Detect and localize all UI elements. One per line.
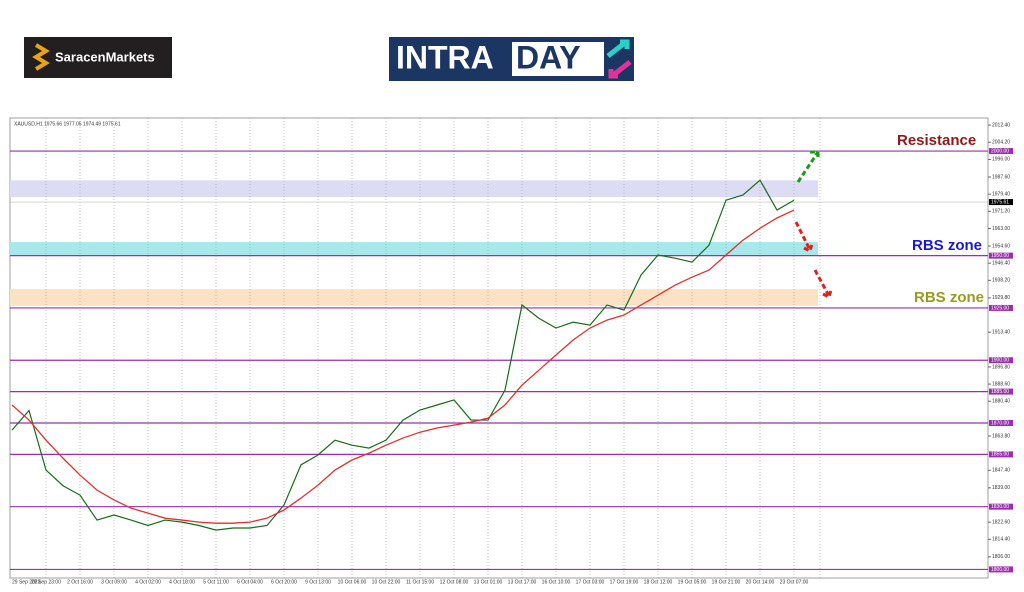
zone [10,180,818,198]
y-tick-label: 1963.00 [992,226,1010,232]
arrow-down [813,269,833,300]
level-tag [989,148,1013,155]
x-tick-label: 17 Oct 03:00 [576,579,605,585]
level-label: 1900.00 [991,358,1009,364]
brand-logo [24,37,172,78]
y-tick-label: 1839.00 [992,485,1010,491]
price-line [11,179,795,531]
level-label: 1870.00 [991,420,1009,426]
level-tag [989,252,1013,259]
y-tick-label: 1880.40 [992,399,1010,405]
x-tick-label: 13 Oct 17:00 [508,579,537,585]
price-tag [989,199,1013,206]
x-tick-label: 23 Oct 07:00 [780,579,809,585]
banner-arrow [606,39,630,58]
x-tick-label: 6 Oct 04:00 [237,579,263,585]
level-tag [989,304,1013,311]
x-tick-label: 18 Oct 12:00 [644,579,673,585]
price-label: 1975.61 [991,199,1009,205]
banner-text: DAY [516,39,581,75]
y-tick-label: 1888.60 [992,381,1010,387]
x-tick-label: 4 Oct 02:00 [135,579,161,585]
x-tick-label: 10 Oct 06:00 [338,579,367,585]
y-tick-label: 1847.40 [992,468,1010,474]
level-tag [989,503,1013,510]
plot-frame [9,117,989,579]
y-tick-label: 1971.20 [992,209,1010,215]
banner-text: INTRA [396,39,494,75]
arrow-up [796,150,820,183]
banner-arrow [608,60,632,79]
y-tick-label: 1996.00 [992,157,1010,163]
zone [10,289,818,306]
x-tick-label: 2 Oct 16:00 [67,579,93,585]
x-tick-label: 19 Oct 05:00 [678,579,707,585]
x-tick-label: 4 Oct 18:00 [169,579,195,585]
x-tick-label: 19 Oct 21:00 [712,579,741,585]
x-tick-label: 10 Oct 22:00 [372,579,401,585]
y-tick-label: 1946.40 [992,261,1010,267]
x-tick-label: 11 Oct 15:00 [406,579,434,585]
level-tag [989,388,1013,395]
y-tick-label: 1979.40 [992,191,1010,197]
y-tick-label: 1814.40 [992,537,1010,543]
y-tick-label: 1806.00 [992,554,1010,560]
y-tick-label: 1913.40 [992,330,1010,336]
x-tick-label: 29 Sep 23:00 [31,579,61,585]
y-tick-label: 1822.60 [992,519,1010,525]
x-tick-label: 3 Oct 09:00 [101,579,127,585]
x-tick-label: 5 Oct 11:00 [203,579,229,585]
chart-title: XAUUSD,H1 1975.66 1977.05 1974.49 1975.6… [14,121,121,127]
x-tick-label: 16 Oct 10:00 [542,579,571,585]
brand-icon [32,43,50,71]
x-tick-label: 6 Oct 20:00 [271,579,297,585]
banner-box [512,42,604,76]
level-label: 1800.00 [991,567,1009,573]
x-tick-label: 13 Oct 01:00 [474,579,503,585]
brand-name: SaracenMarkets [55,49,155,64]
level-label: 1855.00 [991,452,1009,458]
y-tick-label: 2012.40 [992,122,1010,128]
y-tick-label: 1863.80 [992,433,1010,439]
level-tag [989,451,1013,458]
y-tick-label: 1896.80 [992,364,1010,370]
moving-average [11,209,795,524]
y-tick-label: 1938.20 [992,278,1010,284]
y-tick-label: 1954.60 [992,243,1010,249]
annotation: RBS zone [912,237,982,254]
level-label: 1830.00 [991,504,1009,510]
level-label: 2000.00 [991,148,1009,154]
level-label: 1950.00 [991,253,1009,259]
y-tick-label: 2004.20 [992,140,1010,146]
level-label: 1925.00 [991,305,1009,311]
x-tick-label: 20 Oct 14:00 [746,579,775,585]
y-tick-label: 1987.60 [992,174,1010,180]
level-tag [989,419,1013,426]
x-tick-label: 12 Oct 08:00 [440,579,469,585]
x-tick-label: 9 Oct 13:00 [305,579,331,585]
annotation: Resistance [897,132,976,149]
x-tick-label: 17 Oct 19:00 [610,579,639,585]
level-label: 1885.00 [991,389,1009,395]
x-tick-label: 29 Sep 2023 [12,579,41,585]
annotation: RBS zone [914,289,984,306]
level-tag [989,566,1013,573]
zone [10,242,818,256]
arrow-down [794,221,814,254]
level-tag [989,357,1013,364]
y-tick-label: 1929.80 [992,295,1010,301]
